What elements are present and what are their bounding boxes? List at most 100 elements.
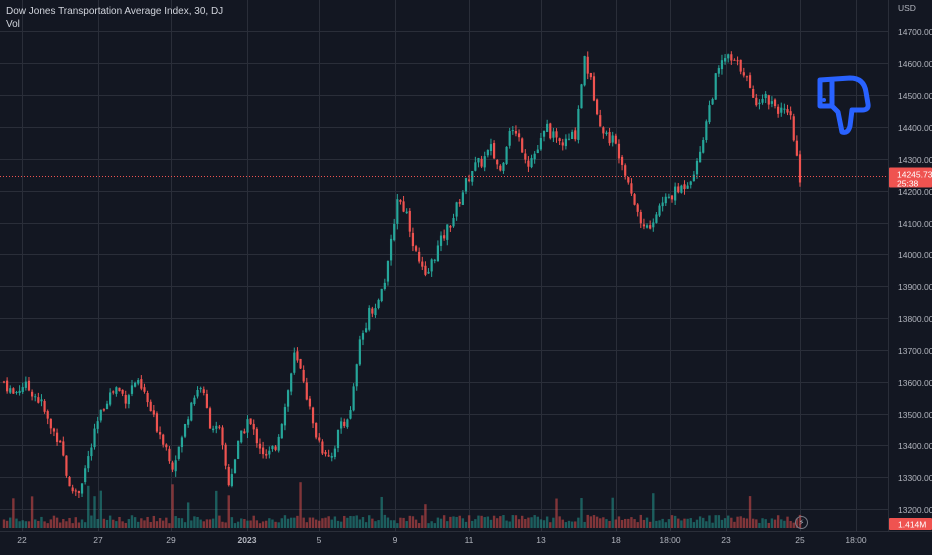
candle-body xyxy=(215,425,218,429)
candle-body xyxy=(711,99,714,105)
volume-bar xyxy=(186,502,190,528)
candle-body xyxy=(692,174,695,182)
volume-bar xyxy=(733,521,736,528)
volume-bar xyxy=(580,498,583,528)
volume-bar xyxy=(511,515,515,528)
candle-body xyxy=(380,288,383,302)
candle-body xyxy=(43,400,46,412)
volume-bar xyxy=(108,515,112,528)
volume-bar xyxy=(43,521,46,528)
volume-bar xyxy=(255,520,259,528)
volume-bar xyxy=(792,522,795,528)
candle-body xyxy=(46,411,49,419)
lightning-icon[interactable]: ⚡ xyxy=(795,516,808,529)
candle-body xyxy=(52,428,56,432)
candle-body xyxy=(396,199,399,224)
volume-bar xyxy=(630,517,633,528)
volume-bar xyxy=(458,515,461,528)
candle-body xyxy=(611,135,614,143)
candle-body xyxy=(205,393,209,408)
candle-body xyxy=(561,142,564,146)
volume-bar xyxy=(742,517,746,528)
price-tick-label: 14700.00 xyxy=(898,27,932,37)
candle-body xyxy=(265,453,268,456)
volume-bar xyxy=(346,517,349,528)
volume-bar xyxy=(608,520,611,528)
candle-body xyxy=(452,218,455,227)
candle-body xyxy=(112,391,115,393)
volume-bar xyxy=(249,520,252,528)
candle-body xyxy=(221,427,224,445)
candle-body xyxy=(62,441,65,456)
candle-body xyxy=(539,138,543,150)
volume-bar xyxy=(567,520,571,528)
chart-title: Dow Jones Transportation Average Index, … xyxy=(6,6,224,17)
time-tick-label: 22 xyxy=(17,535,27,545)
candle-body xyxy=(374,308,377,316)
candle-body xyxy=(283,407,287,426)
volume-bar xyxy=(783,520,786,528)
volume-bar xyxy=(90,515,93,528)
volume-bar xyxy=(196,516,199,528)
candle-body xyxy=(630,183,633,194)
volume-bar xyxy=(386,517,390,528)
volume-bar xyxy=(305,522,308,528)
candle-body xyxy=(187,419,190,425)
time-tick-label: 23 xyxy=(721,535,731,545)
candle-body xyxy=(458,202,461,204)
volume-bar xyxy=(261,521,265,528)
candle-body xyxy=(714,73,717,100)
candle-body xyxy=(708,105,711,123)
candle-body xyxy=(155,413,159,432)
candle-body xyxy=(146,392,149,403)
volume-bar xyxy=(296,515,299,528)
volume-bar xyxy=(68,517,71,528)
volume-bar xyxy=(218,515,221,528)
volume-badge xyxy=(889,518,932,530)
volume-label: Vol xyxy=(6,19,20,30)
volume-bar xyxy=(93,496,96,528)
volume-bar xyxy=(539,519,543,528)
volume-bar xyxy=(361,517,365,528)
candle-body xyxy=(727,54,730,59)
volume-bar xyxy=(514,515,518,528)
volume-bar xyxy=(77,522,81,528)
time-tick-label: 27 xyxy=(93,535,103,545)
volume-bar xyxy=(199,519,202,528)
volume-bar xyxy=(396,523,399,528)
volume-bar xyxy=(745,518,749,528)
volume-bar xyxy=(602,517,605,528)
volume-bar xyxy=(12,498,15,528)
time-tick-label: 25 xyxy=(795,535,805,545)
candle-body xyxy=(333,448,336,457)
volume-bar xyxy=(776,515,780,528)
volume-bar xyxy=(648,521,652,528)
volume-bar xyxy=(549,522,552,528)
candle-body xyxy=(311,407,315,424)
candle-body xyxy=(558,138,561,142)
volume-bar xyxy=(480,515,483,528)
candle-body xyxy=(418,251,421,262)
candle-body xyxy=(102,409,105,411)
volume-bar xyxy=(692,522,696,528)
volume-bar xyxy=(702,517,705,528)
volume-bar xyxy=(661,518,664,528)
candle-body xyxy=(383,282,386,289)
candle-body xyxy=(773,99,777,107)
volume-bar xyxy=(364,522,368,528)
candle-body xyxy=(633,194,636,205)
candle-body xyxy=(499,165,502,171)
candle-body xyxy=(599,115,602,127)
volume-bar xyxy=(9,517,12,528)
time-tick-label: 11 xyxy=(465,535,474,545)
volume-bar xyxy=(517,519,521,528)
volume-bar xyxy=(324,517,327,528)
candle-body xyxy=(230,474,233,486)
candle-body xyxy=(243,431,246,434)
candle-body xyxy=(280,424,283,439)
volume-bar xyxy=(15,518,18,528)
candle-body xyxy=(40,399,43,402)
candle-body xyxy=(733,59,736,61)
